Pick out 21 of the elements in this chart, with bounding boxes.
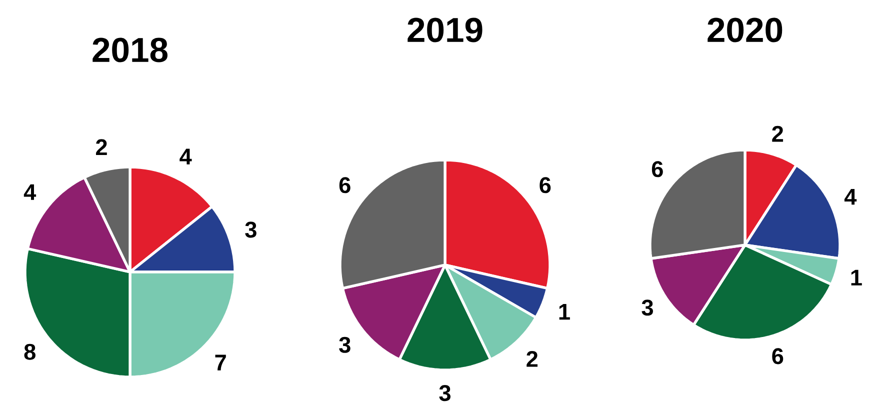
chart-title: 2018 — [92, 38, 168, 62]
data-label: 6 — [652, 161, 663, 178]
data-label: 6 — [772, 348, 784, 364]
data-label: 3 — [642, 300, 653, 316]
data-label: 2 — [526, 350, 538, 367]
data-label: 8 — [24, 344, 36, 360]
chart-title: 2019 — [408, 18, 482, 42]
data-label: 3 — [439, 385, 450, 402]
data-label: 2 — [96, 139, 107, 156]
data-label: 6 — [540, 177, 551, 194]
data-label: 2 — [772, 126, 784, 142]
data-label: 6 — [339, 177, 350, 194]
chart-title: 2020 — [708, 18, 782, 42]
data-label: 3 — [245, 222, 256, 238]
data-label: 4 — [844, 189, 857, 205]
data-label: 3 — [339, 336, 350, 353]
data-label: 4 — [24, 184, 36, 200]
data-label: 1 — [559, 304, 570, 320]
data-label: 1 — [851, 270, 862, 286]
data-label: 7 — [215, 354, 226, 370]
data-label: 4 — [180, 148, 192, 164]
